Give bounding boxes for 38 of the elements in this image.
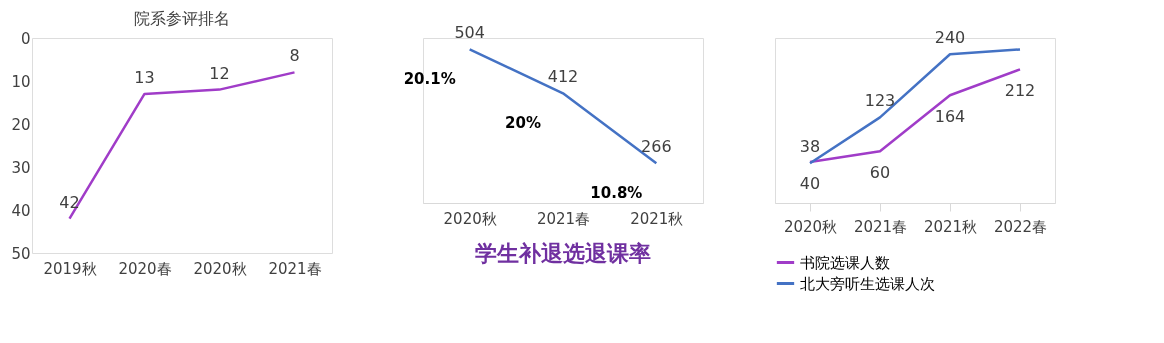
x-tick-label: 2021秋 (630, 209, 684, 228)
data-label: 266 (641, 137, 672, 157)
text: 学生补退选退课率 (475, 241, 651, 266)
chart-title: 院系参评排名 (134, 9, 230, 28)
x-tick-label: 2020秋 (783, 217, 838, 236)
data-label: 412 (547, 67, 579, 87)
y-tick-label: 40 (11, 201, 31, 220)
x-tick-label: 2020秋 (443, 209, 497, 228)
data-label: 12 (209, 63, 230, 83)
data-label: 42 (59, 192, 80, 212)
data-label: 60 (869, 163, 891, 183)
x-tick-label: 2020秋 (193, 259, 247, 278)
data-label: 40 (799, 174, 821, 194)
x-tick-label: 2022春 (993, 217, 1048, 236)
y-tick-label: 0 (20, 29, 31, 48)
data-label: 8 (289, 46, 300, 66)
x-tick-label: 2019秋 (43, 259, 97, 278)
data-label: 240 (934, 28, 966, 48)
y-tick-label: 20 (11, 115, 31, 134)
x-tick-label: 2021秋 (923, 217, 978, 236)
annotation: 20.1% (403, 70, 456, 89)
x-tick-label: 2021春 (853, 217, 908, 236)
y-tick-label: 50 (11, 244, 31, 263)
x-tick-label: 2020春 (118, 259, 172, 278)
data-label: 38 (799, 137, 821, 157)
data-label: 164 (934, 107, 966, 127)
legend-label: 书院选课人数 (800, 253, 890, 272)
legend-label: 北大旁听生选课人次 (800, 274, 935, 293)
data-label: 212 (1004, 81, 1036, 101)
x-tick-label: 2021春 (536, 209, 591, 228)
y-tick-label: 10 (11, 72, 31, 91)
data-label: 504 (454, 23, 485, 43)
data-label: 123 (864, 91, 896, 111)
data-label: 13 (134, 67, 155, 87)
text: 10.8% (590, 184, 643, 203)
annotation: 20% (505, 114, 541, 133)
x-tick-label: 2021春 (268, 259, 322, 278)
y-tick-label: 30 (11, 158, 31, 177)
